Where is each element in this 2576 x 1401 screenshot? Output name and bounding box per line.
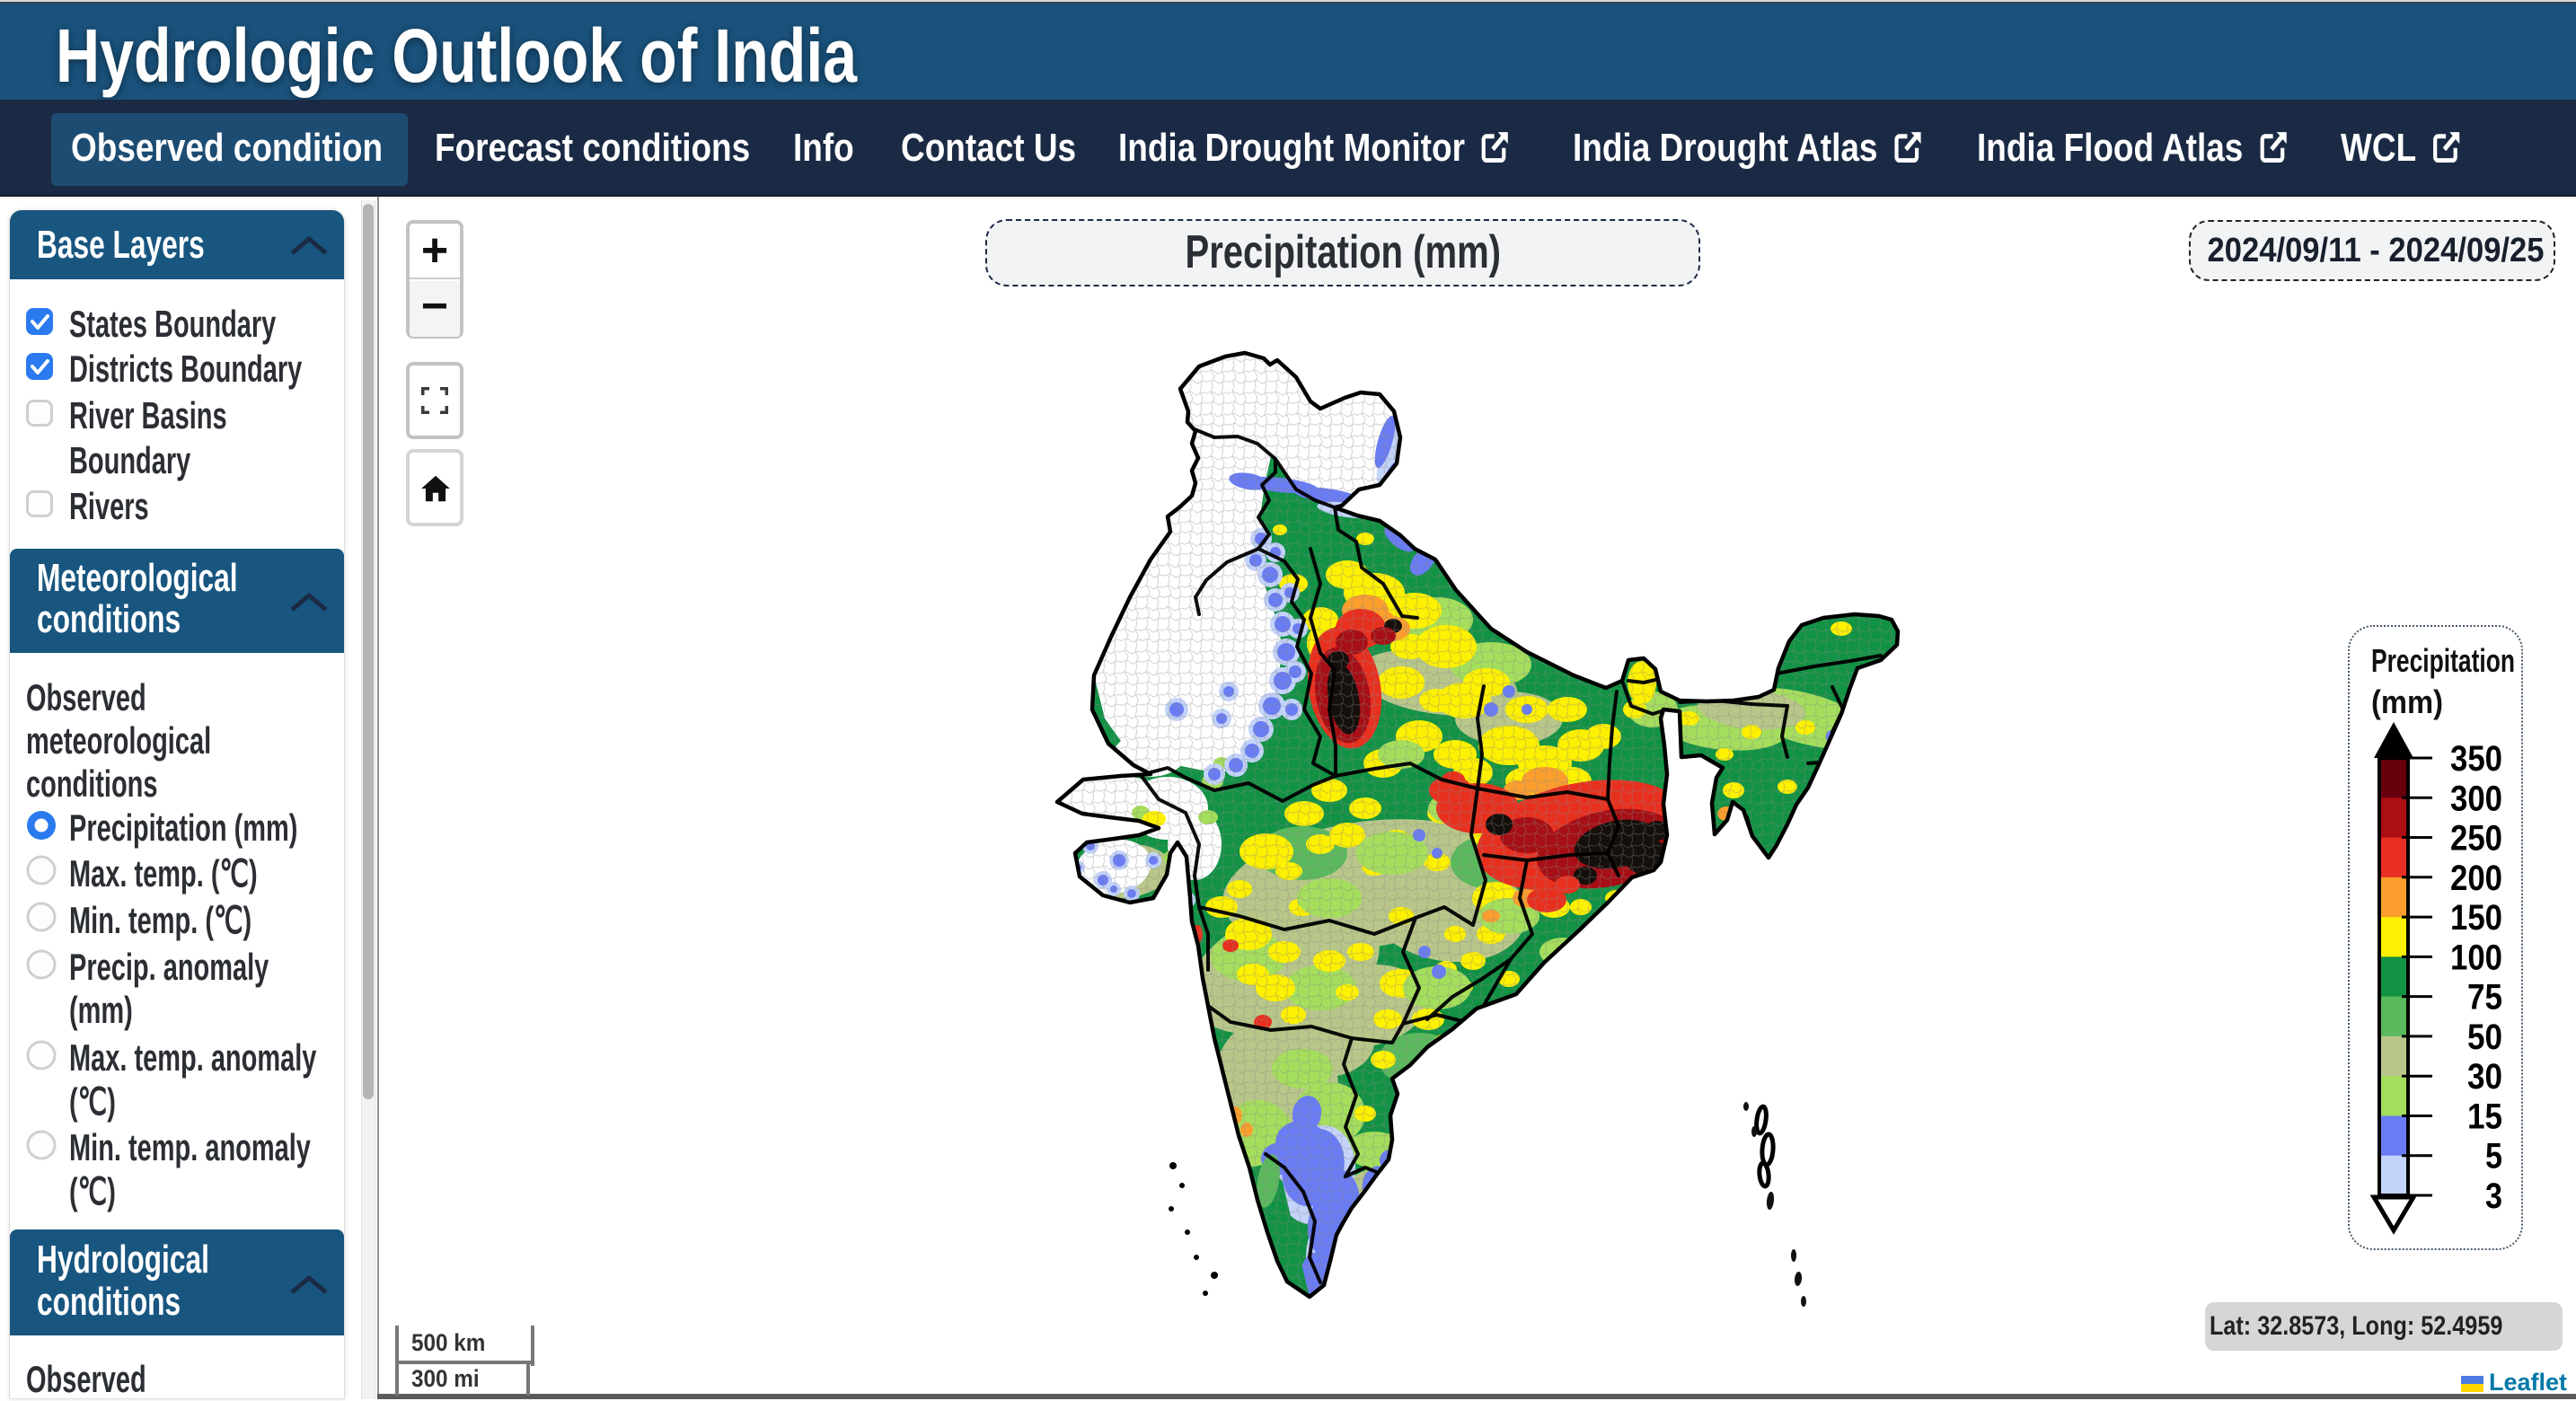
svg-text:350: 350: [2450, 739, 2502, 779]
svg-text:100: 100: [2450, 938, 2502, 977]
svg-text:3: 3: [2485, 1176, 2502, 1216]
svg-text:200: 200: [2450, 859, 2502, 898]
svg-text:Precipitation: Precipitation: [2371, 642, 2515, 679]
svg-text:15: 15: [2467, 1097, 2502, 1137]
svg-text:300: 300: [2450, 779, 2502, 818]
svg-text:50: 50: [2467, 1018, 2502, 1057]
svg-text:30: 30: [2467, 1057, 2502, 1097]
svg-text:250: 250: [2450, 819, 2502, 859]
svg-text:(mm): (mm): [2371, 683, 2443, 720]
svg-text:150: 150: [2450, 898, 2502, 938]
svg-text:75: 75: [2467, 978, 2502, 1018]
svg-text:5: 5: [2485, 1137, 2502, 1176]
